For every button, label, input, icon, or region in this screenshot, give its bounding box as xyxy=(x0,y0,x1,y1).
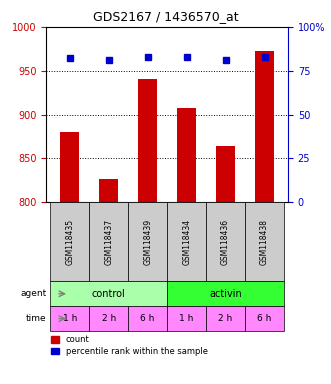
Text: control: control xyxy=(92,289,125,299)
FancyBboxPatch shape xyxy=(206,202,245,281)
Bar xyxy=(60,132,79,202)
Text: agent: agent xyxy=(20,289,46,298)
FancyBboxPatch shape xyxy=(89,202,128,281)
Text: 1 h: 1 h xyxy=(179,314,194,323)
Text: GSM118435: GSM118435 xyxy=(65,218,74,265)
Bar xyxy=(99,179,118,202)
Text: 2 h: 2 h xyxy=(102,314,116,323)
Text: GSM118439: GSM118439 xyxy=(143,218,152,265)
FancyBboxPatch shape xyxy=(50,306,89,331)
FancyBboxPatch shape xyxy=(245,306,284,331)
Bar xyxy=(255,51,274,202)
FancyBboxPatch shape xyxy=(206,306,245,331)
FancyBboxPatch shape xyxy=(128,306,167,331)
Text: GSM118438: GSM118438 xyxy=(260,219,269,265)
Text: GSM118437: GSM118437 xyxy=(104,218,113,265)
Text: time: time xyxy=(26,314,46,323)
FancyBboxPatch shape xyxy=(50,202,89,281)
Text: GDS2167 / 1436570_at: GDS2167 / 1436570_at xyxy=(93,10,238,23)
Text: 6 h: 6 h xyxy=(258,314,272,323)
Text: activin: activin xyxy=(209,289,242,299)
FancyBboxPatch shape xyxy=(128,202,167,281)
Text: 2 h: 2 h xyxy=(218,314,233,323)
Bar xyxy=(177,108,196,202)
FancyBboxPatch shape xyxy=(50,281,167,306)
FancyBboxPatch shape xyxy=(167,281,284,306)
FancyBboxPatch shape xyxy=(167,306,206,331)
Bar xyxy=(138,79,158,202)
Text: 6 h: 6 h xyxy=(140,314,155,323)
Bar xyxy=(216,146,235,202)
FancyBboxPatch shape xyxy=(167,202,206,281)
FancyBboxPatch shape xyxy=(245,202,284,281)
FancyBboxPatch shape xyxy=(89,306,128,331)
Legend: count, percentile rank within the sample: count, percentile rank within the sample xyxy=(51,335,208,356)
Text: GSM118434: GSM118434 xyxy=(182,218,191,265)
Text: 1 h: 1 h xyxy=(63,314,77,323)
Text: GSM118436: GSM118436 xyxy=(221,218,230,265)
